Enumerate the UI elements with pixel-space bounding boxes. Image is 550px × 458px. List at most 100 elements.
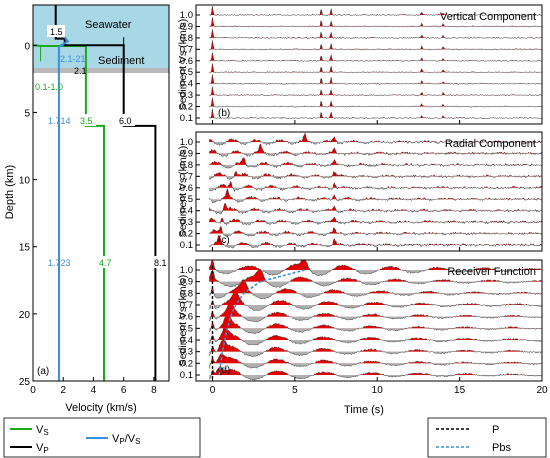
- trace-line: [209, 187, 543, 204]
- sediment-label: Sediment: [98, 55, 144, 67]
- ytick-label: 0.5: [180, 67, 193, 78]
- trace-line: [209, 157, 543, 169]
- panel-a-xtick-label: 4: [91, 385, 97, 396]
- time-axis-label: Time (s): [344, 404, 384, 416]
- ytick-label: 0.8: [180, 160, 193, 171]
- trace-line: [209, 29, 543, 39]
- panel-ylabel: Sediment Vs (km/s): [177, 275, 189, 367]
- time-tick-label: 0: [210, 385, 216, 396]
- negative-fill: [209, 363, 542, 369]
- positive-fill: [209, 188, 542, 200]
- ytick-label: 0.2: [180, 229, 193, 240]
- waveform-traces: [208, 132, 543, 249]
- panel-frame: [195, 259, 543, 382]
- trace-line: [209, 170, 543, 181]
- positive-fill: [209, 290, 542, 305]
- positive-fill: [209, 52, 542, 61]
- trace-line: [209, 143, 543, 158]
- panel-a-ytick-label: 5: [24, 108, 30, 119]
- vs-mantle-value: 4.7: [99, 258, 112, 268]
- vs-sediment-value: 0.1-1.0: [35, 82, 63, 92]
- trace-line: [208, 268, 543, 288]
- marker-legend-box: [427, 417, 547, 458]
- trace-line: [209, 74, 543, 85]
- positive-fill: [209, 234, 542, 245]
- vertical-component-panel: 0.10.20.30.40.50.60.70.80.91.0 Vertical C…: [177, 4, 543, 125]
- panel-tag: (c): [218, 235, 230, 246]
- pbs-arrival-curve: [218, 269, 305, 376]
- positive-fill: [209, 97, 542, 107]
- ytick-label: 0.5: [180, 194, 193, 205]
- label-bg-4: [97, 256, 115, 268]
- time-tick-label: 20: [536, 385, 548, 396]
- profile-vs-line: [32, 44, 105, 381]
- positive-fill: [209, 108, 542, 118]
- trace-line: [209, 108, 543, 120]
- ytick-label: 1.0: [180, 10, 193, 21]
- trace-line: [209, 52, 543, 62]
- trace-line: [209, 279, 543, 300]
- legend-vp-label: VP: [36, 442, 49, 455]
- trace-line: [208, 339, 543, 358]
- trace-line: [208, 259, 543, 277]
- receiver-function-panel: 0.10.20.30.40.50.60.70.80.91.0 Receiver F…: [177, 259, 543, 382]
- label-bg-1: [47, 25, 65, 37]
- ytick-label: 0.4: [180, 206, 193, 217]
- panel-ylabel: Sediment Vs (km/s): [177, 146, 189, 238]
- ytick-label: 0.2: [180, 102, 193, 113]
- trace-line: [209, 63, 543, 74]
- ratio-sediment-value: 2.1-21: [60, 54, 86, 64]
- time-tick-label: 10: [372, 385, 384, 396]
- positive-fill: [209, 226, 542, 234]
- trace-line: [209, 17, 543, 28]
- positive-fill: [209, 63, 542, 73]
- ytick-label: 1.0: [180, 265, 193, 276]
- panel-a-ytick-label: 25: [19, 377, 31, 388]
- vp-mantle-value: 8.1: [154, 258, 167, 268]
- sediment-layer: [33, 68, 169, 73]
- panel-a-y-ticks: 0 5 10 15 20 25: [19, 41, 37, 388]
- trace-line: [209, 40, 543, 51]
- positive-fill: [209, 366, 542, 375]
- negative-fill: [209, 375, 542, 381]
- panel-a-ytick-label: 20: [19, 310, 31, 321]
- panel-a-ytick-label: 0: [24, 41, 30, 52]
- ytick-label: 0.3: [180, 347, 193, 358]
- trace-line: [209, 216, 543, 226]
- negative-fill: [209, 199, 542, 203]
- positive-fill: [209, 74, 542, 84]
- trace-line: [209, 6, 543, 17]
- label-bg-3: [117, 114, 135, 126]
- legend-ratio-label: VP/VS: [112, 433, 140, 446]
- ratio-mantle-value: 1.723: [48, 258, 71, 268]
- panel-frame: [195, 131, 543, 252]
- panel-tag: (b): [218, 108, 230, 119]
- ytick-label: 0.1: [180, 113, 193, 124]
- panel-ylabel: Sediment Vs (km/s): [177, 19, 189, 111]
- positive-fill: [209, 171, 542, 177]
- seawater-label: Seawater: [85, 19, 132, 31]
- positive-fill: [209, 40, 542, 50]
- marker-legend: P Pbs: [427, 417, 547, 458]
- ytick-label: 1.0: [180, 137, 193, 148]
- ytick-label: 0.4: [180, 79, 193, 90]
- panel-title: Vertical Component: [440, 11, 536, 23]
- panel-a-xtick-label: 0: [30, 385, 36, 396]
- ytick-label: 0.4: [180, 335, 193, 346]
- panel-title: Radial Component: [445, 138, 536, 150]
- waveform-traces: [209, 6, 543, 120]
- legend-vs-label: VS: [36, 424, 49, 437]
- ytick-label: 0.9: [180, 277, 193, 288]
- ytick-label: 0.5: [180, 323, 193, 334]
- trace-line: [208, 302, 543, 323]
- positive-fill: [209, 157, 542, 165]
- panel-tag: (d): [218, 365, 230, 376]
- negative-fill: [209, 60, 542, 62]
- negative-fill: [209, 340, 542, 346]
- label-bg-5: [152, 256, 168, 268]
- radial-component-panel: 0.10.20.30.40.50.60.70.80.91.0 Radial Com…: [177, 131, 543, 252]
- negative-fill: [209, 293, 542, 299]
- profile-vp-line: [54, 5, 157, 381]
- positive-fill: [209, 259, 542, 270]
